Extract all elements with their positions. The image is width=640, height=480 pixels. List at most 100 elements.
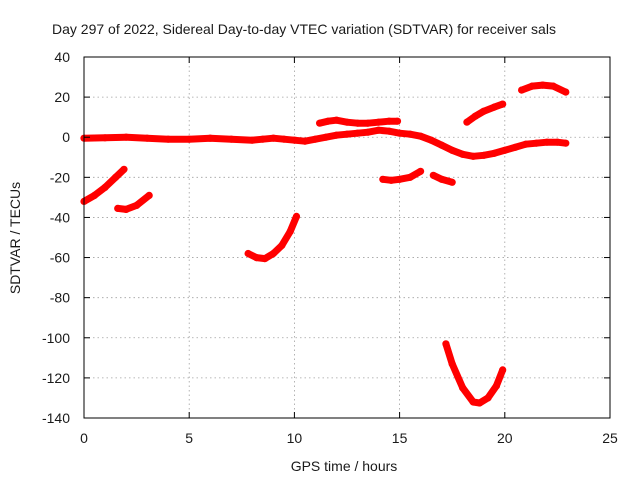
data-point — [316, 119, 324, 127]
data-point — [442, 340, 450, 348]
data-point — [120, 165, 128, 173]
data-point — [553, 138, 562, 146]
data-point — [252, 254, 261, 262]
y-tick-label: 40 — [54, 49, 70, 65]
y-tick-label: -60 — [50, 250, 70, 266]
data-point — [278, 241, 286, 250]
data-point — [324, 117, 332, 125]
chart-title: Day 297 of 2022, Sidereal Day-to-day VTE… — [52, 21, 556, 37]
data-point — [280, 135, 288, 143]
data-point — [379, 175, 387, 183]
data-point — [429, 171, 437, 179]
data-point — [375, 126, 383, 134]
data-point — [396, 175, 404, 183]
data-point — [332, 116, 341, 124]
data-point — [286, 227, 294, 236]
data-point — [459, 384, 467, 392]
x-tick-label: 15 — [392, 430, 408, 446]
data-point — [375, 118, 383, 126]
y-tick-label: -20 — [50, 169, 70, 185]
data-point — [122, 133, 130, 141]
data-point — [490, 149, 498, 157]
data-point — [501, 146, 509, 154]
data-point — [364, 119, 372, 127]
data-point — [206, 134, 214, 142]
y-tick-label: -120 — [42, 370, 70, 386]
y-tick-label: -40 — [50, 209, 70, 225]
y-axis-label: SDTVAR / TECUs — [7, 182, 23, 294]
data-point — [122, 205, 130, 213]
data-point — [499, 100, 507, 108]
data-point — [522, 140, 530, 148]
x-tick-label: 5 — [185, 430, 193, 446]
y-tick-label: -80 — [50, 290, 70, 306]
data-point — [438, 175, 446, 183]
y-tick-label: 0 — [62, 129, 70, 145]
x-axis-label: GPS time / hours — [291, 458, 398, 474]
data-point — [406, 173, 414, 181]
data-point — [353, 119, 362, 127]
data-point — [490, 103, 498, 111]
data-point — [332, 131, 341, 139]
data-point — [417, 132, 425, 140]
x-tick-label: 10 — [287, 430, 303, 446]
data-point — [322, 133, 330, 141]
data-point — [448, 360, 456, 368]
data-point — [101, 134, 109, 142]
data-point — [518, 86, 526, 94]
data-point — [114, 204, 122, 212]
data-point — [396, 129, 404, 137]
plot-frame — [83, 56, 611, 419]
data-point — [292, 212, 301, 220]
data-point — [90, 191, 99, 199]
data-point — [469, 152, 477, 160]
data-point — [469, 398, 477, 406]
data-point — [532, 139, 541, 147]
data-point — [387, 176, 395, 184]
data-point — [269, 249, 277, 258]
data-point — [480, 107, 488, 115]
data-point — [343, 130, 351, 138]
data-point — [290, 136, 298, 144]
data-point — [448, 178, 456, 186]
data-point — [511, 143, 519, 151]
data-point — [427, 136, 435, 144]
data-point — [406, 130, 414, 138]
axis-ticks: 0 5 10 15 20 25 -140 -120 -100 -80 -60 -40 -20 0 20 40 — [42, 49, 618, 446]
x-tick-label: 0 — [80, 430, 88, 446]
x-tick-label: 20 — [497, 430, 513, 446]
data-point — [476, 399, 484, 407]
data-point — [353, 129, 362, 137]
data-point — [492, 382, 500, 390]
data-point — [499, 366, 507, 374]
data-point — [248, 136, 256, 144]
data-series — [80, 81, 570, 407]
data-point — [143, 134, 151, 142]
data-point — [343, 118, 351, 126]
data-point — [385, 117, 393, 125]
data-point — [311, 135, 319, 143]
series-seg-b — [117, 192, 152, 213]
data-point — [133, 201, 141, 209]
grid-lines — [84, 57, 610, 418]
data-point — [417, 167, 425, 175]
data-point — [185, 135, 193, 143]
data-point — [393, 117, 402, 125]
data-point — [112, 173, 120, 181]
data-point — [539, 81, 547, 89]
data-point — [448, 146, 456, 154]
data-point — [259, 135, 267, 143]
data-point — [562, 88, 570, 96]
data-point — [261, 255, 269, 263]
data-point — [145, 191, 153, 199]
data-point — [484, 394, 492, 402]
data-point — [463, 118, 471, 126]
data-point — [480, 151, 488, 159]
data-point — [244, 249, 252, 258]
data-point — [528, 82, 536, 90]
data-point — [385, 127, 393, 135]
data-point — [459, 150, 467, 158]
data-point — [549, 82, 557, 90]
